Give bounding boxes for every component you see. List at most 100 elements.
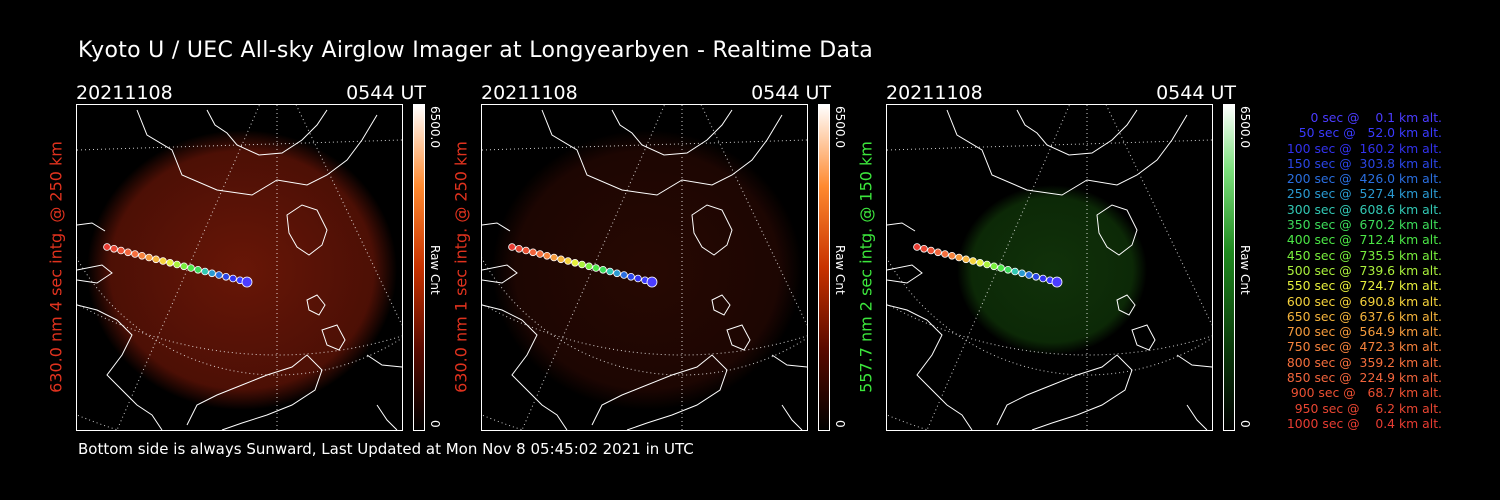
trajectory-point — [990, 262, 998, 271]
panel-time: 0544 UT — [1156, 82, 1236, 104]
trajectory-point — [1051, 276, 1063, 288]
trajectory-point — [529, 248, 537, 257]
trajectory-point — [103, 243, 111, 251]
panel-date: 20211108 — [886, 82, 983, 104]
trajectory-point — [145, 253, 153, 262]
trajectory-point — [222, 273, 230, 281]
airglow-panel-red-4s: 20211108 0544 UT 630.0 nm 4 sec intg. @ … — [47, 80, 476, 431]
wavelength-label: 630.0 nm 4 sec intg. @ 250 km — [46, 141, 66, 393]
legend-entry: 550 sec @ 724.7 km alt. — [1282, 278, 1442, 294]
wavelength-label: 630.0 nm 1 sec intg. @ 250 km — [451, 141, 471, 393]
trajectory-point — [543, 252, 551, 260]
trajectory-point — [962, 255, 970, 264]
legend-entry: 500 sec @ 739.6 km alt. — [1282, 262, 1442, 278]
trajectory-point — [585, 262, 593, 271]
trajectory-point — [215, 271, 223, 279]
colorbar-min: 0 — [1238, 420, 1252, 428]
trajectory-point — [976, 259, 984, 267]
trajectory-point — [550, 253, 558, 262]
trajectory-point — [522, 246, 530, 255]
legend-entry: 700 sec @ 564.9 km alt. — [1282, 324, 1442, 340]
trajectory-point — [110, 245, 118, 253]
trajectory-point — [997, 264, 1005, 272]
trajectory-point — [599, 266, 607, 274]
trajectory-point — [201, 267, 209, 276]
allsky-image — [886, 104, 1213, 431]
trajectory-point — [578, 260, 586, 269]
trajectory-point — [1039, 274, 1047, 283]
trajectory-point — [646, 276, 658, 288]
panel-time: 0544 UT — [751, 82, 831, 104]
legend-entry: 300 sec @ 608.6 km alt. — [1282, 201, 1442, 217]
colorbar — [1223, 104, 1235, 431]
legend-entry: 0 sec @ 0.1 km alt. — [1298, 110, 1442, 125]
legend-entry: 950 sec @ 6.2 km alt. — [1290, 400, 1442, 416]
trajectory-point — [508, 243, 516, 251]
trajectory-point — [536, 250, 544, 258]
panel-time: 0544 UT — [346, 82, 426, 104]
trajectory-time-legend: 0 sec @ 0.1 km alt. 50 sec @ 52.0 km alt… — [1283, 110, 1442, 431]
trajectory-point — [1032, 273, 1040, 281]
colorbar-max: 6500.0 — [833, 106, 847, 148]
colorbar-unit: Raw Cnt — [428, 245, 442, 295]
panel-date: 20211108 — [76, 82, 173, 104]
trajectory-point — [194, 266, 202, 274]
page-title: Kyoto U / UEC All-sky Airglow Imager at … — [78, 38, 874, 63]
colorbar-min: 0 — [428, 420, 442, 428]
trajectory-point — [969, 257, 977, 265]
trajectory-point — [173, 260, 181, 269]
legend-entry: 650 sec @ 637.6 km alt. — [1282, 308, 1442, 324]
trajectory-point — [606, 267, 614, 276]
colorbar — [413, 104, 425, 431]
trajectory-point — [241, 276, 253, 288]
legend-entry: 250 sec @ 527.4 km alt. — [1282, 186, 1442, 202]
trajectory-track — [103, 243, 253, 288]
trajectory-point — [564, 257, 572, 265]
trajectory-point — [187, 264, 195, 272]
legend-entry: 1000 sec @ 0.4 km alt. — [1286, 415, 1442, 431]
trajectory-point — [613, 269, 621, 278]
trajectory-point — [1004, 266, 1012, 274]
trajectory-point — [1025, 271, 1033, 279]
trajectory-point — [927, 246, 935, 255]
trajectory-point — [983, 260, 991, 269]
colorbar-min: 0 — [833, 420, 847, 428]
airglow-panel-red-1s: 20211108 0544 UT 630.0 nm 1 sec intg. @ … — [452, 80, 881, 431]
trajectory-point — [131, 250, 139, 258]
allsky-image — [481, 104, 808, 431]
coastlines — [77, 109, 402, 430]
trajectory-point — [138, 252, 146, 260]
legend-entry: 900 sec @ 68.7 km alt. — [1286, 385, 1442, 401]
allsky-image — [76, 104, 403, 431]
colorbar-max: 6500.0 — [1238, 106, 1252, 148]
trajectory-point — [913, 243, 921, 251]
airglow-emission — [87, 130, 397, 410]
trajectory-point — [920, 245, 928, 253]
airglow-emission — [957, 185, 1147, 355]
trajectory-point — [948, 252, 956, 260]
trajectory-point — [515, 245, 523, 253]
trajectory-track — [508, 243, 658, 288]
wavelength-label: 557.7 nm 2 sec intg. @ 150 km — [856, 141, 876, 393]
trajectory-point — [1011, 267, 1019, 276]
colorbar-unit: Raw Cnt — [833, 245, 847, 295]
airglow-panel-green-2s: 20211108 0544 UT 557.7 nm 2 sec intg. @ … — [857, 80, 1286, 431]
legend-entry: 100 sec @ 160.2 km alt. — [1282, 140, 1442, 156]
trajectory-point — [152, 255, 160, 264]
trajectory-point — [557, 255, 565, 264]
footer-note: Bottom side is always Sunward, Last Upda… — [78, 440, 694, 458]
legend-entry: 400 sec @ 712.4 km alt. — [1282, 232, 1442, 248]
trajectory-point — [941, 250, 949, 258]
trajectory-point — [117, 246, 125, 255]
legend-entry: 200 sec @ 426.0 km alt. — [1282, 171, 1442, 187]
trajectory-point — [634, 274, 642, 283]
trajectory-point — [934, 248, 942, 257]
panel-date: 20211108 — [481, 82, 578, 104]
legend-entry: 750 sec @ 472.3 km alt. — [1282, 339, 1442, 355]
colorbar-max: 6500.0 — [428, 106, 442, 148]
airglow-emission — [492, 130, 802, 410]
legend-entry: 350 sec @ 670.2 km alt. — [1282, 217, 1442, 233]
trajectory-point — [229, 274, 237, 283]
trajectory-point — [955, 253, 963, 262]
trajectory-point — [124, 248, 132, 257]
